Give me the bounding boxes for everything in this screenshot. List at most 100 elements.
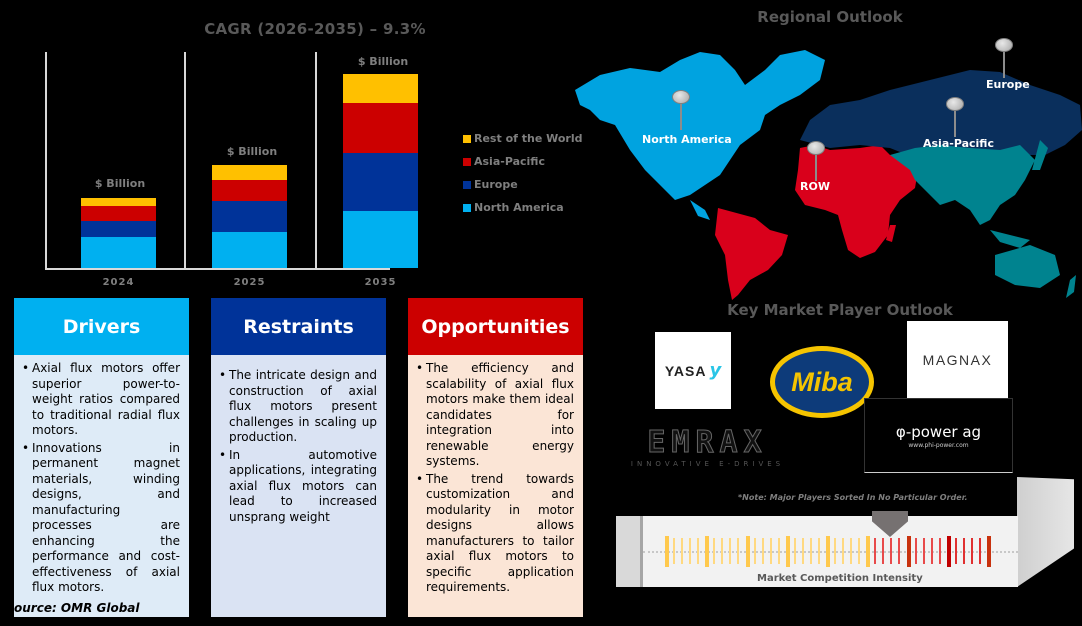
yasa-wordmark: YASA xyxy=(664,362,707,379)
legend-label: Rest of the World xyxy=(474,132,583,145)
legend-item-europe: Europe xyxy=(463,173,583,196)
intensity-tick xyxy=(729,538,732,564)
intensity-tick xyxy=(962,538,965,564)
intensity-tick xyxy=(978,538,981,564)
bar-2025 xyxy=(212,165,287,268)
legend-swatch xyxy=(463,157,471,166)
intensity-tick xyxy=(753,538,756,564)
intensity-tick xyxy=(817,538,820,564)
map-label-asia-pacific: Asia-Pacific xyxy=(923,137,994,150)
x-tick-2025: 2025 xyxy=(233,277,266,288)
opportunities-box: Opportunities The efficiency and scalabi… xyxy=(408,298,583,617)
intensity-tick xyxy=(801,538,804,564)
source-citation: ource: OMR Global xyxy=(14,601,140,615)
intensity-tick xyxy=(930,538,933,564)
intensity-tick xyxy=(946,535,951,567)
bar-segment-north-america xyxy=(212,232,287,268)
intensity-tick xyxy=(842,538,845,564)
map-label-row: ROW xyxy=(800,180,830,193)
intensity-tick xyxy=(793,538,796,564)
opportunities-body: The efficiency and scalability of axial … xyxy=(408,355,583,617)
legend-label: Asia-Pacific xyxy=(474,155,545,168)
intensity-tick xyxy=(882,538,885,564)
map-pin-north-america xyxy=(672,90,690,130)
map-label-europe: Europe xyxy=(986,78,1030,91)
intensity-tick xyxy=(769,538,772,564)
drivers-item: Axial flux motors offer superior power-t… xyxy=(22,361,180,439)
logo-emrax: EMRAX INNOVATIVE E-DRIVES xyxy=(630,425,785,470)
intensity-tick xyxy=(987,535,991,567)
intensity-tick xyxy=(665,535,669,567)
intensity-tick xyxy=(826,535,830,567)
region-asia-pacific xyxy=(890,140,1076,298)
miba-wordmark: Miba xyxy=(791,366,853,397)
bar-segment-rest-of-world xyxy=(212,165,287,180)
chart-baseline xyxy=(45,268,390,270)
region-north-america xyxy=(575,50,825,220)
bar-segment-rest-of-world xyxy=(343,74,418,103)
drivers-item: Innovations in permanent magnet material… xyxy=(22,441,180,596)
legend-item-asia-pacific: Asia-Pacific xyxy=(463,150,583,173)
intensity-tick xyxy=(721,538,724,564)
chart-divider xyxy=(45,52,47,270)
intensity-label: Market Competition Intensity xyxy=(757,573,923,584)
intensity-gauge-left-cap xyxy=(616,516,643,587)
intensity-tick xyxy=(737,538,740,564)
intensity-tick xyxy=(681,538,684,564)
restraints-header: Restraints xyxy=(211,298,386,355)
region-europe xyxy=(800,70,1082,158)
intensity-tick xyxy=(777,538,780,564)
map-pin-asia-pacific xyxy=(946,97,964,137)
map-title: Regional Outlook xyxy=(757,8,903,26)
intensity-gauge-side xyxy=(1017,477,1074,587)
world-map-graphic xyxy=(575,50,1082,300)
region-south-america xyxy=(715,208,788,300)
phi-power-wordmark: φ-power ag xyxy=(895,422,982,441)
logo-phi-power: φ-power ag www.phi-power.com xyxy=(864,398,1013,473)
drivers-body: Axial flux motors offer superior power-t… xyxy=(14,355,189,617)
intensity-tick xyxy=(834,538,837,564)
opportunities-item: The trend towards customization and modu… xyxy=(416,472,574,596)
intensity-tick xyxy=(697,538,700,564)
opportunities-item: The efficiency and scalability of axial … xyxy=(416,361,574,470)
intensity-tick xyxy=(938,538,941,564)
bar-segment-asia-pacific xyxy=(343,103,418,153)
map-label-north-america: North America xyxy=(642,133,732,146)
bar-segment-asia-pacific xyxy=(81,206,156,221)
phi-power-url: www.phi-power.com xyxy=(908,441,969,449)
intensity-tick xyxy=(705,535,710,567)
bar-segment-europe xyxy=(81,221,156,237)
intensity-tick xyxy=(922,538,925,564)
logo-magnax: MAGNAX xyxy=(907,321,1008,398)
intensity-tick xyxy=(761,538,764,564)
x-tick-2024: 2024 xyxy=(102,277,135,288)
intensity-tick xyxy=(970,538,973,564)
intensity-tick xyxy=(906,535,911,567)
bar-value-label: $ Billion xyxy=(94,177,146,190)
bar-segment-asia-pacific xyxy=(212,180,287,201)
map-pin-europe xyxy=(995,38,1013,78)
stacked-bar-chart: $ Billion $ Billion $ Billion xyxy=(45,52,418,270)
legend-swatch xyxy=(463,180,471,189)
legend-swatch xyxy=(463,134,471,143)
legend-label: Europe xyxy=(474,178,518,191)
intensity-tick xyxy=(858,538,861,564)
drivers-box: Drivers Axial flux motors offer superior… xyxy=(14,298,189,617)
intensity-baseline xyxy=(643,551,1018,553)
chart-divider xyxy=(184,52,186,270)
map-pin-row xyxy=(807,141,825,181)
players-note: *Note: Major Players Sorted In No Partic… xyxy=(738,493,968,502)
restraints-item: In automotive applications, integrating … xyxy=(219,448,377,526)
intensity-tick xyxy=(898,538,901,564)
bar-2035 xyxy=(343,74,418,268)
logo-yasa: YASA y xyxy=(655,332,731,409)
chart-title: CAGR (2026-2035) – 9.3% xyxy=(204,20,426,38)
intensity-tick xyxy=(890,538,893,564)
bar-segment-europe xyxy=(212,201,287,232)
emrax-wordmark: EMRAX xyxy=(647,424,768,460)
intensity-tick xyxy=(866,535,871,567)
bar-segment-north-america xyxy=(81,237,156,268)
world-map: North America Europe Asia-Pacific ROW xyxy=(570,30,1082,300)
intensity-tick xyxy=(689,538,692,564)
intensity-tick xyxy=(914,538,917,564)
